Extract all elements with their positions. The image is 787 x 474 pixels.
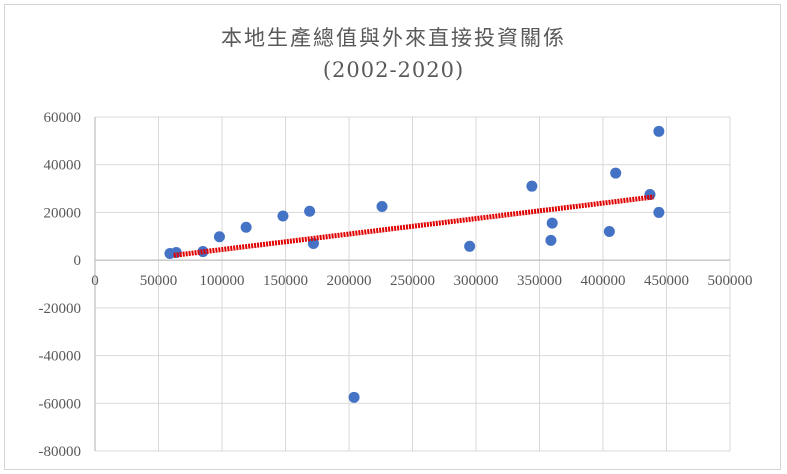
trendline-group (173, 194, 655, 258)
x-tick-label: 450000 (644, 273, 689, 289)
data-point (546, 217, 558, 229)
y-tick-label: -80000 (39, 444, 82, 460)
y-tick-label: 0 (74, 253, 82, 269)
data-point (307, 237, 319, 249)
tick-labels: 6000040000200000-20000-40000-60000-80000… (39, 110, 753, 460)
y-tick-label: -60000 (39, 396, 82, 412)
data-point (376, 200, 388, 212)
data-point (348, 391, 360, 403)
y-tick-label: -40000 (39, 349, 82, 365)
data-point (213, 231, 225, 243)
y-tick-label: 40000 (44, 158, 82, 174)
data-point (277, 210, 289, 222)
data-point (304, 205, 316, 217)
chart-subtitle: (2002-2020) (322, 58, 465, 82)
data-point (603, 226, 615, 238)
x-tick-label: 200000 (327, 273, 372, 289)
data-point (170, 247, 182, 259)
x-tick-label: 350000 (517, 273, 562, 289)
trendline (173, 194, 655, 258)
data-points (164, 125, 665, 403)
x-tick-label: 100000 (200, 273, 245, 289)
data-point (545, 234, 557, 246)
x-tick-label: 150000 (263, 273, 308, 289)
x-tick-label: 500000 (708, 273, 753, 289)
chart-title: 本地生產總值與外來直接投資關係 (221, 26, 566, 50)
x-tick-label: 400000 (581, 273, 626, 289)
x-tick-label: 0 (91, 273, 99, 289)
data-point (240, 221, 252, 233)
axes (94, 117, 730, 451)
data-point (464, 240, 476, 252)
x-tick-label: 300000 (454, 273, 499, 289)
x-tick-label: 250000 (390, 273, 435, 289)
chart-frame (4, 4, 781, 470)
data-point (653, 206, 665, 218)
y-tick-label: 60000 (44, 110, 82, 126)
data-point (526, 180, 538, 192)
y-tick-label: -20000 (39, 301, 82, 317)
x-tick-label: 50000 (140, 273, 178, 289)
y-tick-label: 20000 (44, 205, 82, 221)
data-point (610, 167, 622, 179)
data-point (197, 246, 209, 258)
data-point (653, 125, 665, 137)
